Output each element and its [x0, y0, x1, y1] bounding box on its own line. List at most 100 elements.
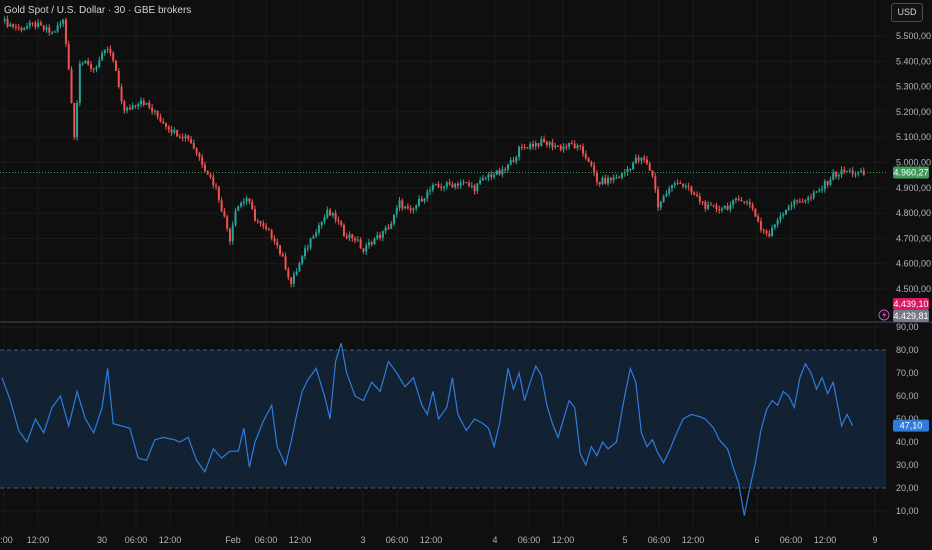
time-axis: 6:00 12:00 30 06:00 12:00 Feb 06:00 12:00 3 06:00…	[0, 535, 878, 545]
candle-body	[523, 147, 526, 149]
candle-body	[573, 143, 576, 149]
candle-body	[48, 27, 51, 33]
candle-body	[429, 190, 432, 192]
candle-body	[443, 186, 446, 189]
candle-body	[693, 192, 696, 195]
candle-body	[78, 63, 81, 103]
candle-body	[326, 210, 329, 218]
candle-body	[484, 177, 487, 179]
time-tick-label: 9	[872, 535, 877, 545]
candle-body	[351, 234, 354, 239]
rsi-band-lines	[0, 349, 886, 489]
candle-body	[190, 139, 193, 144]
candle-body	[554, 145, 557, 148]
candle-body	[217, 186, 220, 201]
candle-body	[162, 121, 165, 124]
candle-body	[771, 227, 774, 237]
time-tick-label: 6	[754, 535, 759, 545]
candle-body	[70, 68, 73, 103]
ask-price-tag-bg	[893, 310, 929, 322]
candle-body	[265, 226, 268, 230]
candle-body	[757, 216, 760, 222]
candle-body	[754, 208, 757, 217]
candle-body	[506, 164, 509, 170]
candle-body	[729, 204, 732, 210]
rsi-value-tag: 47,10	[893, 419, 929, 432]
candle-body	[184, 135, 187, 139]
price-tick-label: 5.500,00	[896, 31, 931, 41]
candle-body	[295, 271, 298, 275]
lightning-icon[interactable]	[878, 309, 890, 321]
candle-body	[721, 208, 724, 211]
candle-body	[473, 185, 476, 192]
candle-body	[579, 145, 582, 147]
candle-body	[654, 176, 657, 190]
candle-body	[98, 60, 101, 67]
candle-body	[173, 129, 176, 133]
candle-body	[337, 219, 340, 222]
candle-body	[640, 157, 643, 161]
candle-body	[509, 160, 512, 165]
price-tick-label: 5.200,00	[896, 107, 931, 117]
price-tick-label: 5.400,00	[896, 56, 931, 66]
candle-body	[323, 217, 326, 222]
candle-body	[848, 170, 851, 172]
candle-body	[520, 146, 523, 148]
candle-body	[751, 204, 754, 209]
candle-body	[607, 177, 610, 184]
candle-body	[117, 70, 120, 87]
candle-body	[128, 107, 131, 110]
candle-body	[662, 196, 665, 202]
candle-body	[56, 25, 59, 32]
candle-body	[14, 26, 17, 28]
candle-body	[45, 27, 48, 30]
rsi-tick-label: 60,00	[896, 391, 919, 401]
candle-body	[370, 242, 373, 245]
candle-body	[103, 49, 106, 54]
candle-body	[165, 123, 168, 127]
time-tick-label: 6:00	[0, 535, 13, 545]
candle-body	[373, 238, 376, 245]
candle-body	[237, 206, 240, 211]
price-tick-label: 4.800,00	[896, 208, 931, 218]
candle-body	[629, 169, 632, 171]
candle-body	[515, 157, 518, 162]
candle-body	[557, 145, 559, 147]
candle-body	[273, 238, 276, 242]
candle-body	[176, 129, 179, 137]
candle-body	[590, 162, 593, 166]
candle-body	[748, 202, 751, 205]
candle-body	[793, 200, 796, 206]
candle-body	[540, 138, 543, 146]
candle-body	[709, 204, 712, 206]
candle-body	[281, 253, 284, 257]
candle-body	[167, 126, 170, 130]
candle-body	[356, 239, 359, 241]
time-tick-label: Feb	[225, 535, 241, 545]
price-tick-label: 4.700,00	[896, 233, 931, 243]
candle-body	[798, 201, 801, 203]
candle-body	[804, 200, 807, 202]
candle-body	[832, 172, 835, 180]
currency-button[interactable]: USD	[891, 3, 923, 22]
candle-body	[645, 159, 648, 164]
candle-body	[245, 198, 248, 202]
candle-body	[348, 234, 351, 239]
candle-body	[42, 25, 45, 30]
candle-body	[776, 219, 779, 225]
candle-body	[423, 198, 426, 202]
rsi-tick-label: 90,00	[896, 322, 919, 332]
candle-body	[292, 274, 295, 284]
candle-body	[498, 170, 501, 175]
candle-body	[392, 214, 395, 224]
candle-body	[818, 189, 821, 192]
candle-body	[526, 147, 529, 149]
candle-body	[301, 256, 304, 264]
candle-body	[267, 229, 270, 231]
candle-body	[790, 205, 793, 208]
candle-body	[140, 100, 142, 105]
candle-body	[651, 170, 654, 177]
candle-body	[451, 184, 454, 188]
